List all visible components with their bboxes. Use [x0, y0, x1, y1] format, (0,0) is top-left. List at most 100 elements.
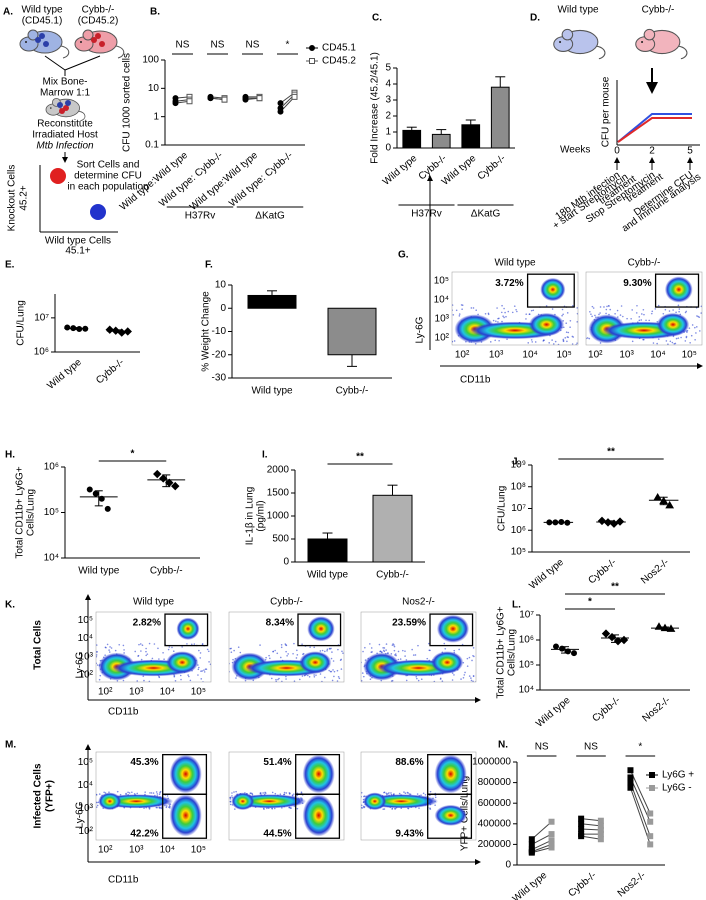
event-dot — [199, 657, 202, 659]
event-dot — [531, 341, 534, 343]
merge-line — [44, 55, 101, 76]
event-dot — [685, 310, 688, 313]
event-dot — [259, 644, 261, 646]
y-axis-label: Cells/Lung — [507, 629, 518, 676]
y-tick-label: 2000 — [267, 465, 290, 476]
event-dot — [136, 792, 139, 795]
event-dot — [434, 796, 437, 799]
x-tick-label: Cybb-/- — [336, 386, 369, 397]
event-dot — [397, 658, 400, 661]
event-dot — [591, 305, 594, 308]
event-dot — [497, 317, 499, 320]
event-dot — [323, 676, 326, 679]
schematic-curve — [617, 117, 692, 143]
event-dot — [229, 796, 232, 799]
y-tick-label: 100 — [142, 55, 159, 66]
event-dot — [155, 791, 158, 793]
x-tick-label: Cybb-/- — [150, 566, 183, 577]
y-tick-label: 1 — [385, 127, 391, 138]
y-tick-label: 600000 — [478, 798, 512, 809]
event-dot — [96, 654, 98, 656]
density-blob — [664, 276, 693, 303]
event-dot — [565, 331, 568, 333]
event-dot — [383, 808, 386, 810]
event-dot — [453, 649, 456, 652]
cell-icon — [57, 102, 63, 108]
event-dot — [264, 792, 267, 794]
event-dot — [382, 647, 384, 649]
event-dot — [166, 795, 169, 797]
event-dot — [108, 651, 111, 653]
y-axis-label: CFU 1000 sorted cells — [122, 53, 133, 152]
panel-label: A. — [3, 7, 13, 18]
label: (CD45.2) — [78, 16, 119, 27]
event-dot — [501, 320, 503, 323]
event-dot — [398, 792, 401, 795]
event-dot — [109, 646, 111, 648]
event-dot — [296, 654, 299, 656]
data-point — [553, 643, 559, 650]
event-dot — [144, 791, 146, 793]
event-dot — [331, 679, 334, 682]
x-tick-label: Wild type — [511, 870, 550, 900]
x-tick-label: 10⁵ — [191, 845, 206, 856]
event-dot — [673, 343, 676, 345]
event-dot — [190, 643, 193, 646]
pair-line — [630, 770, 651, 814]
event-dot — [551, 339, 553, 341]
event-dot — [362, 650, 364, 653]
gate-label: 2.82% — [133, 618, 161, 629]
y-tick-label: 10⁷ — [519, 610, 534, 621]
event-dot — [500, 311, 503, 314]
event-dot — [404, 792, 407, 795]
event-dot — [455, 309, 458, 312]
plot-frame — [95, 611, 212, 683]
pair-line — [630, 777, 651, 822]
event-dot — [209, 663, 211, 666]
event-dot — [131, 791, 133, 794]
event-dot — [619, 314, 622, 316]
legend-marker — [649, 772, 655, 778]
event-dot — [174, 679, 177, 682]
event-dot — [163, 658, 165, 660]
event-dot — [291, 794, 294, 796]
bar — [247, 294, 297, 309]
pair-line — [531, 843, 552, 853]
event-dot — [341, 650, 343, 653]
event-dot — [96, 662, 98, 665]
event-dot — [507, 310, 510, 313]
significance-label: NS — [584, 742, 598, 753]
event-dot — [271, 791, 274, 794]
event-dot — [336, 680, 339, 682]
data-point — [613, 636, 623, 646]
bar — [307, 538, 348, 563]
label: Wild type — [21, 5, 63, 16]
mouse-eye — [641, 40, 644, 44]
data-point — [597, 836, 604, 843]
event-dot — [412, 654, 415, 656]
data-point — [172, 100, 179, 107]
plot-frame — [228, 751, 345, 841]
data-point — [277, 108, 284, 115]
panel-label: D. — [530, 13, 540, 24]
event-dot — [545, 305, 548, 307]
event-dot — [127, 791, 129, 794]
mouse-ear — [643, 28, 656, 41]
data-point — [92, 490, 99, 497]
event-dot — [468, 675, 471, 677]
label: Cybb-/- — [82, 5, 115, 16]
event-dot — [324, 650, 326, 653]
density-plot — [586, 276, 702, 345]
event-dot — [678, 310, 680, 313]
event-dot — [551, 308, 554, 310]
event-dot — [188, 675, 190, 678]
x-tick-label: 10⁴ — [160, 687, 175, 698]
event-dot — [158, 658, 160, 660]
x-tick-label: Wild type: Cybb-/- — [227, 150, 295, 210]
event-dot — [158, 806, 161, 809]
event-dot — [638, 316, 641, 318]
label: Marrow 1:1 — [40, 88, 90, 99]
event-dot — [285, 678, 287, 680]
event-dot — [110, 647, 113, 649]
